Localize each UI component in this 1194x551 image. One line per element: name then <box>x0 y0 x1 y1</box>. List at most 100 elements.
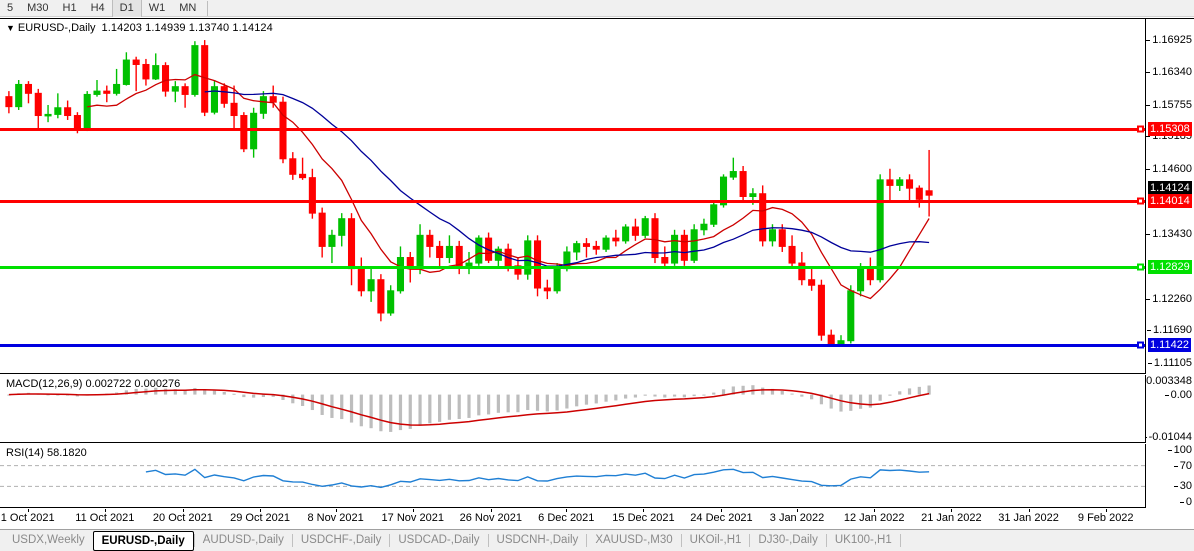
date-tick-mark <box>27 509 29 512</box>
macd-canvas <box>7 385 931 432</box>
level-line-resistance-2[interactable] <box>0 199 1145 203</box>
chart-frame: ▼ EURUSD-,Daily 1.14203 1.14939 1.13740 1.… <box>0 18 1194 528</box>
date-tick: 8 Nov 2021 <box>307 512 364 524</box>
tab-divider <box>749 534 751 547</box>
timeframe-button-h4[interactable]: H4 <box>90 1 105 14</box>
symbol-tab-dj30-daily[interactable]: DJ30-,Daily <box>758 534 818 546</box>
timeframe-button-5[interactable]: 5 <box>7 1 14 14</box>
level-handle-support-1[interactable] <box>1137 263 1144 271</box>
price-tick-1.14600: 1.14600 <box>1146 162 1192 175</box>
tab-divider <box>389 534 391 547</box>
date-tick-mark <box>874 509 876 512</box>
date-tick-mark <box>1028 509 1030 512</box>
rsi-axis-tick-70: 70 <box>1173 459 1192 472</box>
price-tick-1.15755: 1.15755 <box>1146 98 1192 111</box>
date-tick-mark <box>643 509 645 512</box>
symbol-tab-audusd-daily[interactable]: AUDUSD-,Daily <box>202 534 284 546</box>
timeframe-button-m30[interactable]: M30 <box>27 1 49 14</box>
macd-axis-tick--0.01044: -0.01044 <box>1146 431 1192 443</box>
level-line-support-2[interactable] <box>0 343 1145 347</box>
macd-label: MACD(12,26,9) 0.002722 0.000276 <box>6 378 181 390</box>
level-handle-resistance-2[interactable] <box>1137 197 1144 205</box>
tab-divider <box>487 534 489 547</box>
date-tick: 20 Oct 2021 <box>152 512 213 524</box>
date-tick-mark <box>335 509 337 512</box>
date-tick: 26 Nov 2021 <box>459 512 522 524</box>
rsi-panel[interactable]: RSI(14) 58.1820 <box>0 444 1146 508</box>
level-handle-support-2[interactable] <box>1137 341 1144 349</box>
timeframe-button-mn[interactable]: MN <box>179 1 197 14</box>
level-handle-resistance-1[interactable] <box>1137 125 1144 133</box>
price-badge-resistance-1.15308[interactable]: 1.15308 <box>1148 122 1192 137</box>
date-tick: 21 Jan 2022 <box>921 512 982 524</box>
symbol-tab-usdcad-daily[interactable]: USDCAD-,Daily <box>398 534 480 546</box>
timeframe-button-w1[interactable]: W1 <box>148 1 166 14</box>
candlestick-canvas <box>5 40 933 347</box>
macd-axis-tick-0.003348: 0.003348 <box>1146 375 1192 387</box>
toolbar-divider <box>207 0 209 16</box>
date-tick-mark <box>1105 509 1107 512</box>
date-tick-mark <box>260 509 262 512</box>
price-tick-1.11105: 1.11105 <box>1147 356 1192 369</box>
rsi-axis-tick-30: 30 <box>1173 480 1192 493</box>
date-tick: 24 Dec 2021 <box>690 512 753 524</box>
timeframe-button-h1[interactable]: H1 <box>62 1 77 14</box>
tab-divider <box>193 534 195 547</box>
date-tick: 29 Oct 2021 <box>230 512 291 524</box>
price-badge-resistance-1.14014[interactable]: 1.14014 <box>1148 194 1192 209</box>
macd-panel[interactable]: MACD(12,26,9) 0.002722 0.000276 <box>0 375 1146 443</box>
rsi-axis-tick-0: 0 <box>1179 496 1192 508</box>
price-tick-1.16925: 1.16925 <box>1146 33 1192 46</box>
price-tick-1.11690: 1.11690 <box>1147 324 1192 337</box>
date-tick: 17 Nov 2021 <box>381 512 444 524</box>
price-tick-1.16340: 1.16340 <box>1146 66 1192 79</box>
date-tick-mark <box>104 509 106 512</box>
symbol-tab-usdx-weekly[interactable]: USDX,Weekly <box>12 534 85 546</box>
symbol-tab-bar: USDX,Weekly EURUSD-,Daily AUDUSD-,Daily USD… <box>0 529 1194 551</box>
rsi-label: RSI(14) 58.1820 <box>6 447 87 459</box>
date-tick-mark <box>796 509 798 512</box>
timeframe-toolbar: 5 M30 H1 H4 D1 W1 MN <box>0 0 1194 17</box>
price-badge-support-1.11422[interactable]: 1.11422 <box>1148 338 1191 353</box>
date-tick: 31 Jan 2022 <box>998 512 1059 524</box>
tab-divider <box>825 534 827 547</box>
date-tick: 3 Jan 2022 <box>769 512 825 524</box>
timeframe-button-d1[interactable]: D1 <box>111 0 142 17</box>
date-tick-mark <box>490 509 492 512</box>
date-tick: 15 Dec 2021 <box>612 512 675 524</box>
date-tick: 9 Feb 2022 <box>1077 512 1134 524</box>
date-tick-mark <box>951 509 953 512</box>
symbol-tab-usdcnh-daily[interactable]: USDCNH-,Daily <box>496 534 579 546</box>
macd-axis-tick-0.00: 0.00 <box>1164 388 1192 401</box>
date-tick-mark <box>721 509 723 512</box>
date-tick-mark <box>182 509 184 512</box>
tab-divider <box>586 534 588 547</box>
price-badge-current-price-1.14124[interactable]: 1.14124 <box>1148 181 1192 196</box>
tab-divider <box>899 534 901 547</box>
level-line-support-1[interactable] <box>0 265 1145 269</box>
date-tick: 12 Jan 2022 <box>843 512 905 524</box>
date-tick: 6 Dec 2021 <box>538 512 595 524</box>
tab-divider <box>291 534 293 547</box>
tab-divider <box>680 534 682 547</box>
price-plot-area[interactable]: ▼ EURUSD-,Daily 1.14203 1.14939 1.13740 1.… <box>0 19 1146 374</box>
symbol-tab-uk100-h1[interactable]: UK100-,H1 <box>834 534 892 546</box>
date-tick-mark <box>412 509 414 512</box>
chevron-down-icon[interactable]: ▼ <box>6 23 15 33</box>
symbol-tab-usdchf-daily[interactable]: USDCHF-,Daily <box>300 534 382 546</box>
price-tick-1.12260: 1.12260 <box>1146 292 1192 305</box>
symbol-tab-eurusd-daily[interactable]: EURUSD-,Daily <box>92 530 194 551</box>
chart-ohlc-values: 1.14203 1.14939 1.13740 1.14124 <box>101 22 273 34</box>
symbol-tab-xauusd-m30[interactable]: XAUUSD-,M30 <box>595 534 673 546</box>
date-tick-mark <box>566 509 568 512</box>
price-axis[interactable]: 1.169251.163401.157551.151851.146001.134… <box>1146 19 1194 509</box>
price-tick-1.13430: 1.13430 <box>1146 227 1192 240</box>
symbol-tab-ukoil-h1[interactable]: UKOil-,H1 <box>689 534 742 546</box>
date-tick: 1 Oct 2021 <box>0 512 55 524</box>
date-axis[interactable]: 1 Oct 2021 11 Oct 2021 20 Oct 2021 29 Oct 2… <box>0 509 1146 529</box>
level-line-resistance-1[interactable] <box>0 127 1145 131</box>
price-badge-support-1.12829[interactable]: 1.12829 <box>1148 260 1192 274</box>
date-tick: 11 Oct 2021 <box>75 512 135 524</box>
chart-symbol-label: EURUSD-,Daily <box>17 22 96 34</box>
